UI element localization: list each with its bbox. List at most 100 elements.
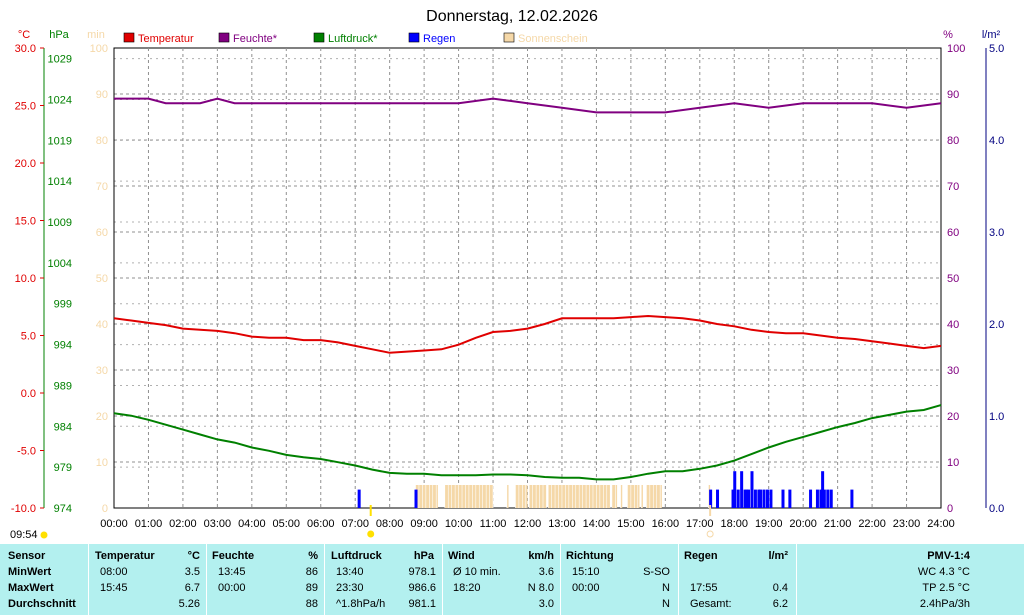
stats-temp-value: 3.5: [184, 566, 200, 578]
stats-temp-time: 08:00: [100, 566, 128, 578]
sun-unit-label: min: [87, 29, 105, 41]
humidity-tick-label: 60: [947, 227, 959, 239]
x-tick-label: 02:00: [169, 518, 197, 530]
pressure-tick-label: 1029: [48, 54, 72, 66]
humidity-tick-label: 0: [947, 503, 953, 515]
stats-row-label: MinWert: [8, 566, 52, 578]
sun-tick-label: 70: [96, 181, 108, 193]
humidity-line: [114, 97, 942, 114]
humidity-tick-label: 70: [947, 181, 959, 193]
stats-separator: [442, 544, 443, 615]
stats-header-rain: Regen: [684, 550, 718, 562]
x-tick-label: 03:00: [204, 518, 232, 530]
pressure-unit-label: hPa: [49, 29, 69, 41]
stats-header-direction: Richtung: [566, 550, 614, 562]
rain-bar: [821, 471, 825, 508]
rain-bar: [788, 489, 792, 508]
rain-bar: [750, 471, 754, 508]
stats-direction-time: 00:00: [572, 582, 600, 594]
rain-tick-label: 5.0: [989, 43, 1004, 55]
stats-header-temp-unit: °C: [187, 550, 200, 562]
humidity-tick-label: 50: [947, 273, 959, 285]
sun-tick-label: 0: [102, 503, 108, 515]
rain-bar: [757, 489, 761, 508]
stats-separator: [88, 544, 89, 615]
stats-separator: [324, 544, 325, 615]
stats-pressure-value: 986.6: [408, 582, 436, 594]
rain-bar: [819, 489, 823, 508]
temp-tick-label: 30.0: [15, 43, 36, 55]
sunshine-bar: [641, 485, 643, 508]
x-tick-label: 24:00: [927, 518, 955, 530]
sunset-icon: [706, 530, 714, 538]
stats-pressure-time: 23:30: [336, 582, 364, 594]
chart-title: Donnerstag, 12.02.2026: [426, 8, 598, 25]
sunshine-bar: [611, 485, 618, 508]
pressure-tick-label: 1019: [48, 135, 72, 147]
sunshine-bar: [627, 485, 640, 508]
legend-label: Regen: [423, 33, 455, 45]
x-tick-label: 08:00: [376, 518, 404, 530]
legend-label: Feuchte*: [233, 33, 278, 45]
rain-bar: [357, 489, 361, 508]
rain-bar: [716, 489, 720, 508]
stats-pressure-time: ^1.8hPa/h: [336, 598, 386, 610]
stats-wind-time: 18:20: [453, 582, 481, 594]
rain-bar: [740, 471, 744, 508]
humidity-tick-label: 80: [947, 135, 959, 147]
legend-swatch: [503, 32, 515, 43]
stats-temp-time: 15:45: [100, 582, 128, 594]
humidity-tick-label: 10: [947, 457, 959, 469]
rain-tick-label: 2.0: [989, 319, 1004, 331]
sunrise-time: 09:54: [10, 529, 38, 540]
humidity-tick-label: 100: [947, 43, 965, 55]
sunshine-bar: [415, 485, 438, 508]
legend-swatch: [123, 32, 135, 43]
humidity-tick-label: 40: [947, 319, 959, 331]
x-tick-label: 06:00: [307, 518, 335, 530]
stats-header-temp: Temperatur: [95, 550, 155, 562]
rain-bar: [736, 489, 740, 508]
legend-label: Temperatur: [138, 33, 194, 45]
stats-pressure-time: 13:40: [336, 566, 364, 578]
pressure-tick-label: 999: [54, 299, 72, 311]
rain-bar: [733, 471, 737, 508]
stats-direction-value: S-SO: [643, 566, 670, 578]
stats-row-label: MaxWert: [8, 582, 54, 594]
stats-header-sensor: Sensor: [8, 550, 46, 562]
stats-pmv-value: TP 2.5 °C: [922, 582, 970, 594]
humidity-tick-label: 30: [947, 365, 959, 377]
temp-unit-label: °C: [18, 29, 30, 41]
sun-tick-label: 50: [96, 273, 108, 285]
rain-bar: [815, 489, 819, 508]
temp-tick-label: -5.0: [17, 446, 36, 458]
x-tick-label: 07:00: [341, 518, 369, 530]
humidity-tick-label: 20: [947, 411, 959, 423]
x-tick-label: 00:00: [100, 518, 128, 530]
sun-tick-label: 100: [90, 43, 108, 55]
x-tick-label: 22:00: [858, 518, 886, 530]
sun-tick-label: 10: [96, 457, 108, 469]
x-tick-label: 19:00: [755, 518, 783, 530]
rain-tick-label: 1.0: [989, 411, 1004, 423]
x-tick-label: 09:00: [410, 518, 438, 530]
stats-wind-time: Ø 10 min.: [453, 566, 501, 578]
rain-unit-label: l/m²: [982, 29, 1001, 41]
rain-bar: [745, 489, 749, 508]
sunrise-icon: [40, 531, 48, 539]
rain-bar: [826, 489, 830, 508]
pressure-tick-label: 1009: [48, 217, 72, 229]
stats-pmv-value: WC 4.3 °C: [917, 566, 970, 578]
stats-pressure-value: 981.1: [408, 598, 436, 610]
legend-swatch: [408, 32, 420, 43]
x-tick-label: 11:00: [480, 518, 507, 530]
x-tick-label: 16:00: [652, 518, 680, 530]
legend-swatch: [218, 32, 230, 43]
stats-header-rain-unit: l/m²: [768, 550, 788, 562]
pressure-tick-label: 1004: [48, 258, 72, 270]
stats-wind-value: 3.6: [538, 566, 554, 578]
pressure-tick-label: 1024: [48, 94, 72, 106]
stats-header-pressure: Luftdruck: [331, 550, 382, 562]
x-tick-label: 04:00: [238, 518, 266, 530]
stats-header-humidity: Feuchte: [212, 550, 255, 562]
